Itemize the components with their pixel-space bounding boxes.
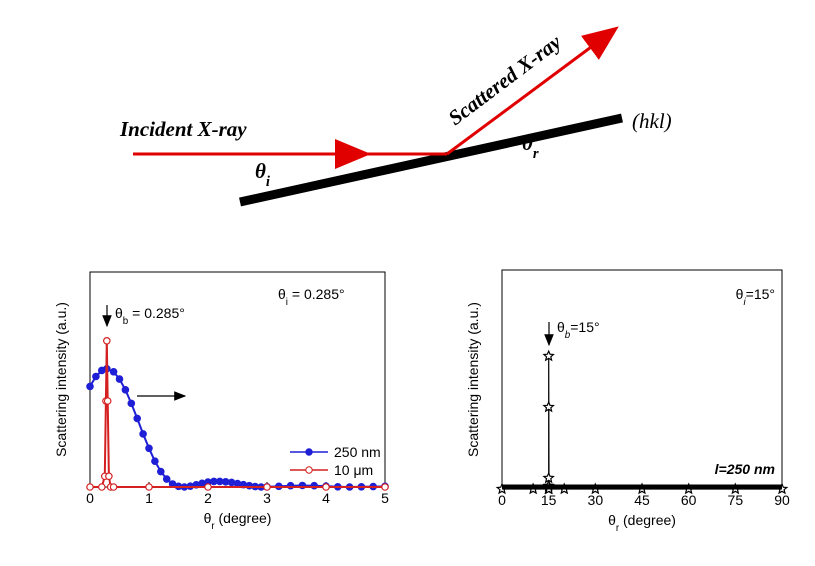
x-axis-label: θr (degree) (608, 512, 676, 534)
circle-marker (105, 472, 113, 481)
text-part: θ (278, 286, 286, 302)
plot-frame (501, 269, 783, 490)
circle-marker (86, 382, 94, 391)
subscript: r (533, 146, 539, 162)
circle-marker (103, 336, 111, 345)
star-marker (542, 349, 555, 362)
theta-i-label: θi (255, 159, 271, 190)
text-part: θ (204, 510, 212, 526)
circle-marker (103, 397, 112, 405)
subscript: b (123, 316, 129, 327)
annotation: θb = 0.285° (115, 305, 185, 327)
x-tick-label: 4 (322, 490, 330, 506)
x-tick-label: 0 (498, 492, 506, 508)
legend-label: 10 μm (334, 462, 373, 478)
incident-label: Incident X-ray (119, 117, 247, 141)
x-tick-label: 75 (728, 492, 744, 508)
x-tick-label: 60 (681, 492, 697, 508)
annotation: θi=15° (736, 286, 775, 308)
star-marker (542, 400, 555, 413)
theta-r-label: θr (522, 131, 539, 162)
circle-marker (157, 467, 165, 476)
circle-marker (145, 444, 153, 453)
x-tick-label: 0 (86, 490, 94, 506)
y-axis-label: Scattering intensity (a.u.) (465, 302, 481, 457)
text-part: θ (255, 159, 266, 183)
circle-marker (151, 457, 159, 466)
circle-marker (133, 414, 142, 423)
text-part: θ (608, 512, 616, 528)
circle-marker (86, 483, 94, 491)
circle-marker (233, 479, 242, 488)
circle-marker (263, 483, 271, 491)
legend-label: 250 nm (334, 444, 381, 460)
text-part: = 0.285° (288, 286, 345, 302)
x-tick-label: 45 (634, 492, 650, 508)
legend-marker (305, 448, 313, 456)
text-part: (degree) (619, 512, 676, 528)
text-part: θ (557, 319, 565, 335)
circle-marker (322, 483, 330, 491)
circle-marker (127, 399, 136, 408)
scattered-ray (446, 26, 619, 156)
text-part: = 0.285° (128, 305, 185, 321)
circle-marker (162, 475, 171, 483)
subscript: i (743, 297, 746, 308)
x-tick-label: 30 (588, 492, 604, 508)
text-part: θ (115, 305, 123, 321)
star-marker (542, 471, 555, 484)
x-axis-label: θr (degree) (204, 510, 272, 532)
annotation: θb=15° (557, 319, 600, 341)
text-part: =15° (746, 286, 775, 302)
diagram: Incident X-ray Scattered X-ray θi θr (hk… (119, 26, 672, 207)
circle-marker (109, 483, 118, 491)
x-tick-label: 1 (145, 490, 153, 506)
circle-marker (139, 430, 147, 438)
circle-marker (109, 367, 118, 376)
circle-marker (121, 386, 130, 394)
circle-marker (145, 483, 153, 491)
y-axis-label: Scattering intensity (a.u.) (53, 302, 69, 457)
subscript: i (266, 174, 271, 190)
circle-marker (381, 483, 389, 491)
subscript: b (565, 330, 571, 341)
legend-marker (305, 466, 313, 474)
series-line (90, 340, 385, 488)
plane-label: (hkl) (632, 109, 672, 133)
subscript: r (211, 521, 215, 532)
annotation: θi = 0.285° (278, 286, 345, 308)
circle-marker (204, 483, 212, 491)
subscript: i (286, 297, 288, 308)
circle-marker (227, 478, 236, 487)
circle-marker (115, 375, 124, 383)
crystal-plane (239, 113, 623, 207)
x-tick-label: 5 (381, 490, 389, 506)
circle-marker (98, 483, 106, 491)
text-part: (degree) (215, 510, 272, 526)
text-part: =15° (570, 319, 599, 335)
x-tick-label: 3 (263, 490, 271, 506)
x-tick-label: 90 (774, 492, 790, 508)
x-tick-label: 15 (541, 492, 557, 508)
text-part: θ (736, 286, 744, 302)
text-part: θ (522, 131, 533, 155)
x-tick-label: 2 (204, 490, 212, 506)
annotation: l=250 nm (715, 461, 775, 477)
subscript: r (616, 523, 620, 534)
circle-marker (92, 372, 100, 381)
